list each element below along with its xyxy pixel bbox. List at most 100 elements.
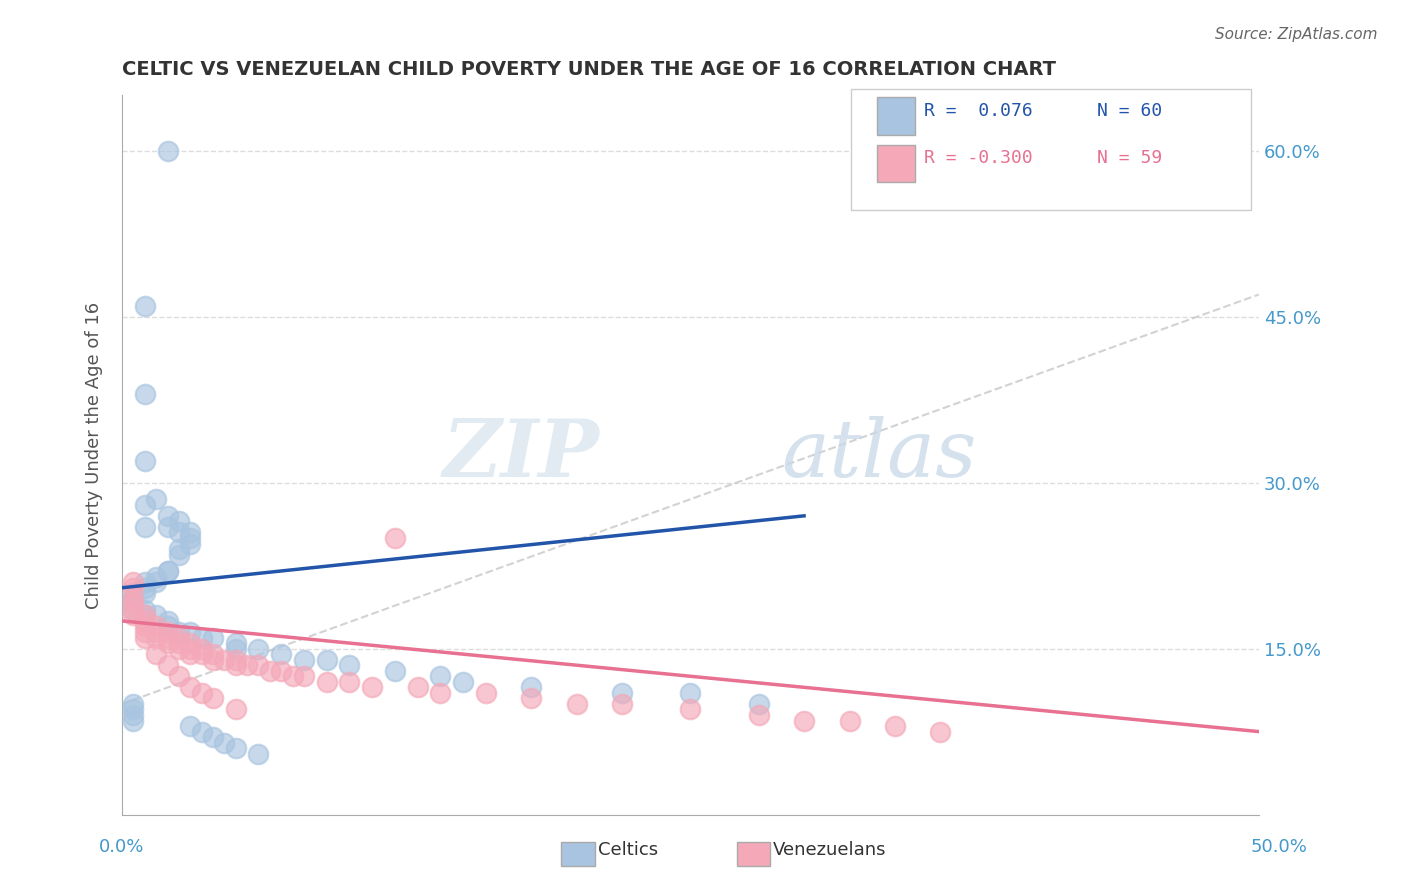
Point	[122, 591, 145, 606]
Point	[384, 664, 406, 678]
Text: ZIP: ZIP	[443, 417, 599, 494]
Point	[134, 586, 156, 600]
Point	[122, 603, 145, 617]
Point	[748, 697, 770, 711]
Text: atlas: atlas	[782, 417, 977, 494]
Point	[156, 625, 179, 640]
Point	[134, 614, 156, 628]
Point	[122, 697, 145, 711]
Point	[214, 736, 236, 750]
Point	[167, 548, 190, 562]
Point	[247, 747, 270, 761]
Point	[134, 608, 156, 623]
Point	[122, 591, 145, 606]
Point	[145, 619, 167, 633]
Point	[190, 631, 212, 645]
Point	[145, 625, 167, 640]
Point	[361, 681, 384, 695]
Point	[179, 625, 201, 640]
Point	[337, 658, 360, 673]
Point	[190, 647, 212, 661]
Point	[167, 625, 190, 640]
Point	[270, 647, 292, 661]
Point	[156, 614, 179, 628]
Point	[134, 608, 156, 623]
Point	[612, 697, 634, 711]
Point	[475, 686, 498, 700]
Point	[201, 653, 224, 667]
Point	[179, 531, 201, 545]
Point	[679, 686, 702, 700]
Point	[520, 681, 543, 695]
Point	[315, 674, 337, 689]
Point	[167, 631, 190, 645]
Point	[201, 647, 224, 661]
Point	[225, 641, 247, 656]
Point	[929, 724, 952, 739]
Point	[156, 631, 179, 645]
Point	[134, 498, 156, 512]
Point	[612, 686, 634, 700]
Point	[179, 681, 201, 695]
Point	[236, 658, 259, 673]
Point	[167, 542, 190, 557]
Point	[406, 681, 429, 695]
Point	[167, 636, 190, 650]
Point	[679, 702, 702, 716]
Text: N = 59: N = 59	[1097, 149, 1161, 167]
Point	[122, 608, 145, 623]
Point	[201, 730, 224, 744]
Point	[179, 641, 201, 656]
Point	[247, 658, 270, 673]
Point	[225, 741, 247, 756]
Point	[225, 702, 247, 716]
Point	[179, 647, 201, 661]
Point	[179, 536, 201, 550]
Point	[156, 144, 179, 158]
Point	[281, 669, 304, 683]
Point	[122, 598, 145, 612]
Point	[134, 575, 156, 590]
Point	[122, 702, 145, 716]
Text: R = -0.300: R = -0.300	[924, 149, 1032, 167]
Point	[179, 525, 201, 540]
Point	[122, 714, 145, 728]
Point	[156, 564, 179, 578]
Point	[292, 669, 315, 683]
Text: Celtics: Celtics	[598, 840, 658, 858]
Point	[134, 625, 156, 640]
Point	[167, 641, 190, 656]
Point	[156, 564, 179, 578]
Point	[156, 508, 179, 523]
Point	[145, 570, 167, 584]
Point	[179, 719, 201, 733]
Point	[247, 641, 270, 656]
Point	[225, 653, 247, 667]
Point	[190, 686, 212, 700]
Text: N = 60: N = 60	[1097, 102, 1161, 120]
Text: Venezuelans: Venezuelans	[773, 840, 887, 858]
Point	[520, 691, 543, 706]
Point	[156, 636, 179, 650]
Point	[167, 525, 190, 540]
Point	[179, 636, 201, 650]
Point	[565, 697, 588, 711]
Point	[451, 674, 474, 689]
Point	[270, 664, 292, 678]
Point	[190, 724, 212, 739]
Point	[145, 647, 167, 661]
Point	[134, 453, 156, 467]
Point	[122, 581, 145, 595]
Text: CELTIC VS VENEZUELAN CHILD POVERTY UNDER THE AGE OF 16 CORRELATION CHART: CELTIC VS VENEZUELAN CHILD POVERTY UNDER…	[122, 60, 1056, 78]
Point	[122, 598, 145, 612]
Point	[384, 531, 406, 545]
Point	[156, 520, 179, 534]
Point	[145, 631, 167, 645]
Point	[134, 520, 156, 534]
Point	[793, 714, 815, 728]
Point	[134, 387, 156, 401]
Point	[134, 619, 156, 633]
Point	[122, 586, 145, 600]
Point	[214, 653, 236, 667]
Point	[156, 619, 179, 633]
